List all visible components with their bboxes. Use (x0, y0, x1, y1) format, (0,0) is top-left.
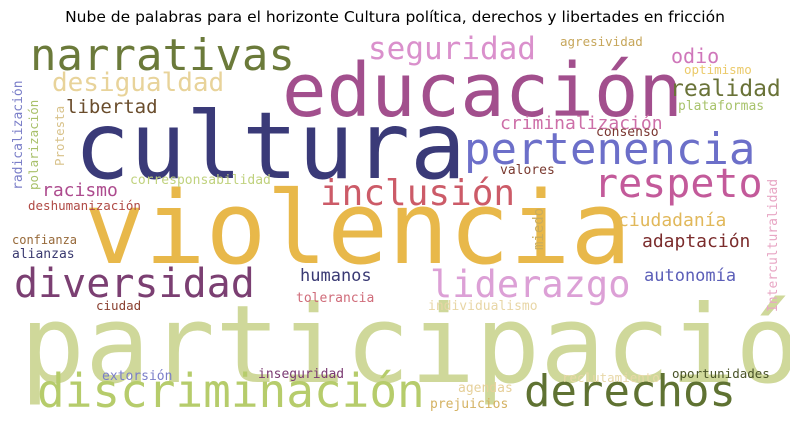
word-autonomia: autonomía (644, 266, 737, 286)
word-radicalizacion: radicalización (12, 80, 26, 190)
word-reclutamiento: reclutamiento (562, 370, 660, 385)
word-individualismo: individualismo (428, 299, 538, 314)
word-respeto: respeto (594, 161, 763, 207)
word-tolerancia: tolerancia (296, 291, 375, 306)
word-inclusion: inclusión (320, 173, 516, 214)
word-ciudad: ciudad (96, 298, 142, 313)
word-corresponsabilidad: corresponsabilidad (130, 173, 271, 188)
word-liderazgo: liderazgo (430, 263, 631, 306)
word-plataformas: plataformas (678, 99, 765, 114)
word-optimismo: optimismo (684, 62, 752, 77)
word-diversidad: diversidad (14, 261, 255, 307)
word-narrativas: narrativas (30, 30, 295, 81)
word-cloud: participación violencia cultura educació… (12, 30, 790, 420)
word-violencia: violencia (84, 169, 632, 287)
word-derechos: derechos (524, 366, 736, 417)
word-consenso: consenso (596, 125, 659, 140)
word-criminalizacion: criminalización (500, 113, 663, 134)
word-polarizacion: polarización (26, 99, 41, 190)
word-alianzas: alianzas (12, 247, 75, 262)
chart-title: Nube de palabras para el horizonte Cultu… (65, 8, 725, 26)
word-seguridad: seguridad (368, 31, 536, 67)
word-participacion: participación (20, 283, 790, 408)
word-protesta: Protesta (52, 105, 67, 166)
word-pertenencia: pertenencia (464, 124, 756, 175)
word-interculturalidad: Interculturalidad (766, 178, 781, 312)
word-racismo: racismo (42, 180, 118, 201)
word-deshumanizacion: deshumanización (28, 198, 141, 213)
word-miedo: miedo (531, 207, 547, 250)
word-discriminacion: discriminación (37, 364, 425, 418)
word-educacion: educación (282, 48, 683, 134)
word-adaptacion: adaptación (642, 231, 751, 252)
word-inseguridad: inseguridad (258, 367, 345, 382)
word-realidad: realidad (670, 76, 781, 102)
word-libertad: libertad (66, 96, 158, 118)
word-agresividad: agresividad (560, 34, 643, 49)
word-ciudadania: ciudadanía (618, 210, 727, 231)
word-agendas: agendas (458, 381, 513, 396)
word-odio: odio (671, 44, 720, 68)
word-cultura: cultura (74, 92, 466, 200)
word-oportunidades: oportunidades (672, 366, 770, 381)
word-humanos: humanos (300, 266, 372, 286)
word-valores: valores (500, 163, 555, 178)
word-desigualdad: desigualdad (52, 68, 225, 98)
word-prejuicios: prejuicios (430, 397, 509, 412)
word-extorsion: extorsión (102, 369, 173, 384)
word-confianza: confianza (12, 233, 78, 247)
